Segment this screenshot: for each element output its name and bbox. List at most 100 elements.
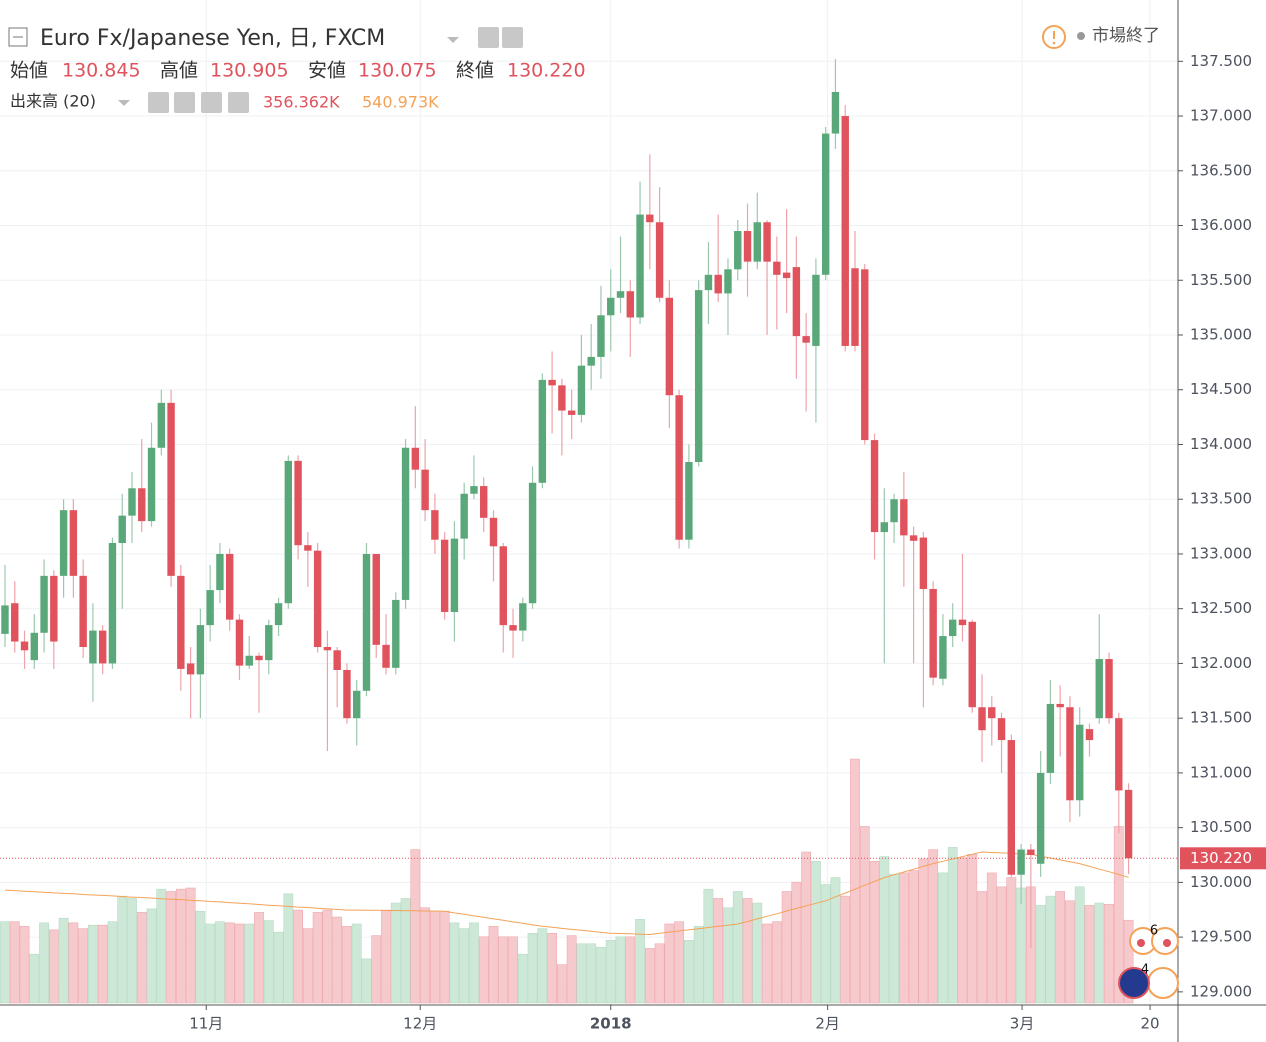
candle-body bbox=[636, 214, 644, 318]
dropdown-arrow[interactable] bbox=[118, 100, 130, 106]
alert-icon bbox=[1052, 41, 1056, 45]
volume-bar bbox=[723, 907, 733, 1004]
volume-bar bbox=[586, 943, 597, 1004]
ohlc-label: 終値 bbox=[456, 60, 494, 82]
candle-body bbox=[831, 91, 840, 134]
volume-bar bbox=[1055, 891, 1066, 1004]
volume-bar bbox=[185, 887, 196, 1004]
candle-body bbox=[968, 621, 976, 708]
icon-button[interactable] bbox=[228, 92, 249, 113]
candle-body bbox=[880, 522, 889, 533]
candle-body bbox=[655, 222, 664, 298]
marker-count: 6 bbox=[1150, 924, 1158, 939]
candle-body bbox=[567, 410, 576, 415]
volume-bar bbox=[947, 847, 958, 1004]
icon-button[interactable] bbox=[478, 27, 499, 48]
volume-bar bbox=[517, 953, 528, 1004]
candle-body bbox=[489, 517, 498, 547]
volume-bar bbox=[566, 935, 577, 1004]
x-tick-label: 20 bbox=[1141, 1015, 1160, 1033]
candle-body bbox=[948, 619, 957, 637]
volume-label: 出来高 (20) bbox=[10, 92, 96, 111]
y-tick-label: 129.000 bbox=[1190, 982, 1252, 1000]
candle-body bbox=[773, 261, 781, 275]
candle-body bbox=[1115, 718, 1123, 791]
candle-body bbox=[1036, 772, 1045, 864]
volume-bar bbox=[684, 939, 694, 1004]
candle-body bbox=[861, 269, 869, 441]
candle-body bbox=[1124, 789, 1133, 859]
y-tick-label: 136.000 bbox=[1190, 216, 1252, 234]
volume-bar bbox=[840, 895, 851, 1004]
candle-body bbox=[480, 486, 488, 518]
volume-bar bbox=[449, 922, 460, 1004]
candle-body bbox=[1007, 740, 1016, 875]
candle-body bbox=[538, 379, 547, 483]
candle-body bbox=[216, 553, 224, 591]
volume-bar bbox=[1035, 905, 1046, 1004]
candle-body bbox=[939, 636, 947, 679]
x-tick-label: 3月 bbox=[1010, 1015, 1035, 1033]
volume-bar bbox=[1084, 905, 1095, 1004]
volume-bar bbox=[39, 922, 49, 1004]
volume-bar bbox=[312, 912, 323, 1004]
volume-bar bbox=[283, 893, 294, 1004]
candle-body bbox=[909, 535, 918, 541]
candle-body bbox=[753, 222, 761, 262]
candle-body bbox=[890, 499, 898, 523]
candle-body bbox=[528, 482, 537, 604]
icon-button[interactable] bbox=[201, 92, 222, 113]
candle-body bbox=[675, 395, 683, 540]
volume-bar bbox=[351, 923, 362, 1004]
volume-bar bbox=[1045, 895, 1056, 1004]
candle-body bbox=[1076, 724, 1084, 801]
candle-body bbox=[382, 644, 390, 668]
candle-body bbox=[372, 553, 380, 645]
icon-button[interactable] bbox=[502, 27, 523, 48]
volume-bar bbox=[654, 943, 665, 1004]
candle-body bbox=[763, 222, 771, 262]
volume-bar bbox=[254, 912, 264, 1004]
y-tick-label: 129.500 bbox=[1190, 928, 1252, 946]
candle-body bbox=[519, 603, 527, 631]
icon-button[interactable] bbox=[148, 92, 169, 113]
dropdown-arrow[interactable] bbox=[447, 37, 459, 43]
volume-bar bbox=[693, 926, 704, 1004]
volume-bar bbox=[322, 909, 333, 1004]
volume-bar bbox=[302, 928, 313, 1004]
volume-bar bbox=[0, 921, 10, 1004]
volume-bar bbox=[78, 928, 89, 1004]
candle-body bbox=[333, 650, 341, 670]
candle-body bbox=[353, 690, 361, 719]
volume-bar bbox=[732, 891, 743, 1004]
candle-body bbox=[714, 274, 722, 294]
candle-body bbox=[421, 469, 429, 511]
volume-bar bbox=[68, 922, 79, 1004]
candle-body bbox=[919, 537, 928, 589]
candle-body bbox=[196, 625, 205, 675]
candle-body bbox=[548, 379, 556, 386]
icon-button[interactable] bbox=[174, 92, 195, 113]
volume-bar bbox=[1074, 886, 1085, 1004]
candle-body bbox=[1, 605, 9, 634]
volume-bar bbox=[215, 921, 225, 1004]
volume-bar bbox=[664, 923, 675, 1004]
candle-body bbox=[255, 655, 263, 661]
volume-bar bbox=[263, 920, 274, 1004]
volume-bar bbox=[234, 923, 245, 1004]
volume-bar bbox=[791, 881, 802, 1004]
volume-bar bbox=[58, 917, 69, 1004]
price-label-box bbox=[1180, 847, 1266, 870]
volume-bar bbox=[625, 936, 636, 1004]
candle-body bbox=[1085, 729, 1094, 741]
candle-body bbox=[734, 230, 742, 270]
candle-body bbox=[147, 447, 156, 522]
candle-body bbox=[460, 493, 468, 539]
volume-bar bbox=[605, 939, 616, 1004]
y-tick-label: 131.500 bbox=[1190, 709, 1252, 727]
volume-bar bbox=[390, 902, 401, 1004]
volume-bar bbox=[224, 922, 235, 1004]
marker-dot bbox=[1163, 939, 1171, 947]
volume-bar bbox=[742, 898, 753, 1004]
